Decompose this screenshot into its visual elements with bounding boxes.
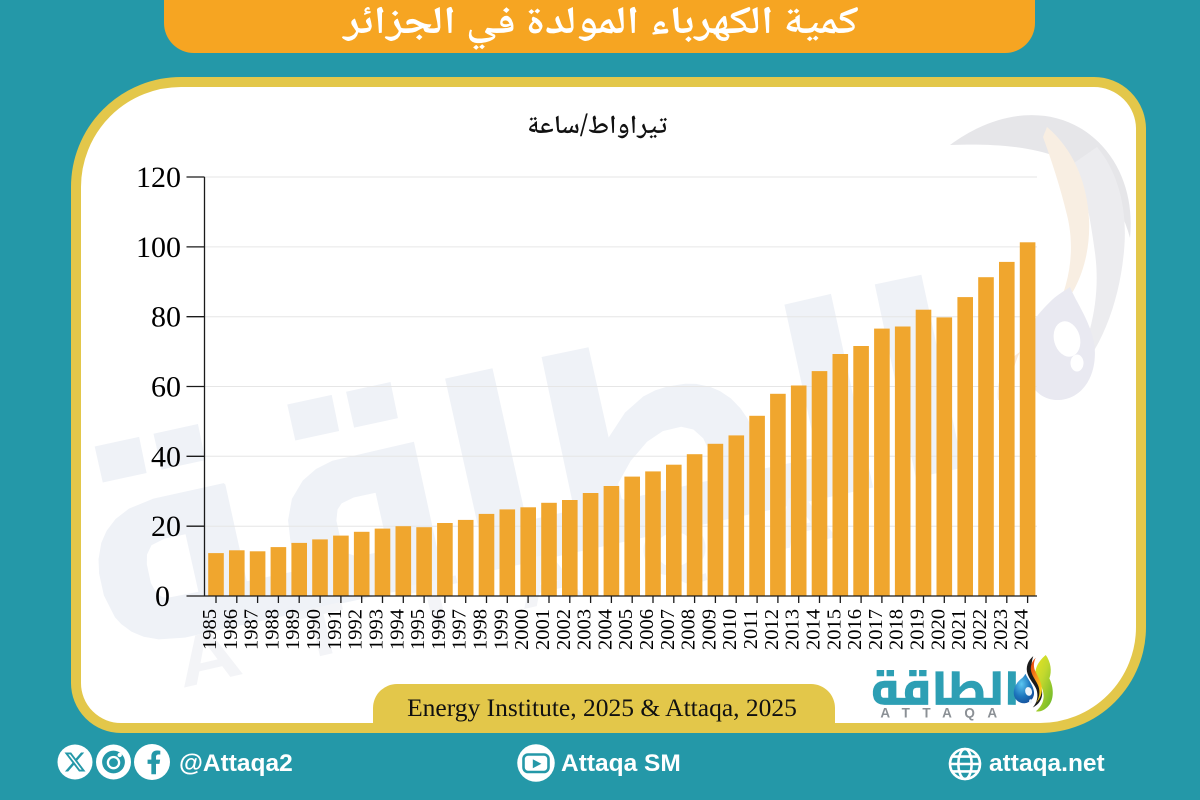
svg-text:2012: 2012 xyxy=(761,609,783,650)
svg-text:80: 80 xyxy=(151,301,181,334)
svg-text:2002: 2002 xyxy=(553,609,575,650)
svg-text:1992: 1992 xyxy=(345,609,367,650)
svg-text:2011: 2011 xyxy=(740,609,762,649)
svg-text:2018: 2018 xyxy=(886,609,908,650)
svg-text:2000: 2000 xyxy=(511,609,533,650)
svg-text:2010: 2010 xyxy=(719,609,741,650)
svg-text:1985: 1985 xyxy=(199,609,221,650)
svg-text:2003: 2003 xyxy=(574,609,596,650)
svg-text:1995: 1995 xyxy=(407,609,429,650)
svg-text:ATTAQA: ATTAQA xyxy=(880,706,1009,721)
svg-text:100: 100 xyxy=(136,231,181,264)
svg-text:2004: 2004 xyxy=(594,609,616,650)
svg-text:2020: 2020 xyxy=(927,609,949,650)
svg-text:0: 0 xyxy=(155,580,170,613)
svg-text:1986: 1986 xyxy=(220,609,242,650)
svg-text:1993: 1993 xyxy=(366,609,388,650)
svg-text:2016: 2016 xyxy=(844,609,866,650)
svg-text:60: 60 xyxy=(151,371,181,404)
svg-text:2024: 2024 xyxy=(1011,609,1033,650)
svg-text:1999: 1999 xyxy=(490,609,512,650)
svg-text:2006: 2006 xyxy=(636,609,658,650)
svg-text:1990: 1990 xyxy=(303,609,325,650)
svg-text:2017: 2017 xyxy=(865,609,887,650)
svg-text:1996: 1996 xyxy=(428,609,450,650)
svg-text:2008: 2008 xyxy=(678,609,700,650)
svg-text:1994: 1994 xyxy=(386,609,408,650)
svg-text:2021: 2021 xyxy=(948,609,970,650)
svg-text:2015: 2015 xyxy=(823,609,845,650)
svg-text:2023: 2023 xyxy=(990,609,1012,650)
svg-text:2009: 2009 xyxy=(698,609,720,650)
svg-text:2013: 2013 xyxy=(782,609,804,650)
svg-text:20: 20 xyxy=(151,510,181,543)
svg-text:1997: 1997 xyxy=(449,609,471,650)
svg-text:2014: 2014 xyxy=(803,609,825,650)
svg-text:120: 120 xyxy=(136,161,181,194)
svg-text:2007: 2007 xyxy=(657,609,679,650)
svg-text:2005: 2005 xyxy=(615,609,637,650)
svg-text:2019: 2019 xyxy=(907,609,929,650)
svg-text:1998: 1998 xyxy=(470,609,492,650)
svg-text:40: 40 xyxy=(151,440,181,473)
svg-text:2022: 2022 xyxy=(969,609,991,650)
svg-text:1987: 1987 xyxy=(241,609,263,650)
svg-text:1988: 1988 xyxy=(261,609,283,650)
svg-text:2001: 2001 xyxy=(532,609,554,650)
svg-text:1989: 1989 xyxy=(282,609,304,650)
svg-text:Energy Institute, 2025 & Attaq: Energy Institute, 2025 & Attaqa, 2025 xyxy=(407,693,797,722)
svg-text:1991: 1991 xyxy=(324,609,346,650)
